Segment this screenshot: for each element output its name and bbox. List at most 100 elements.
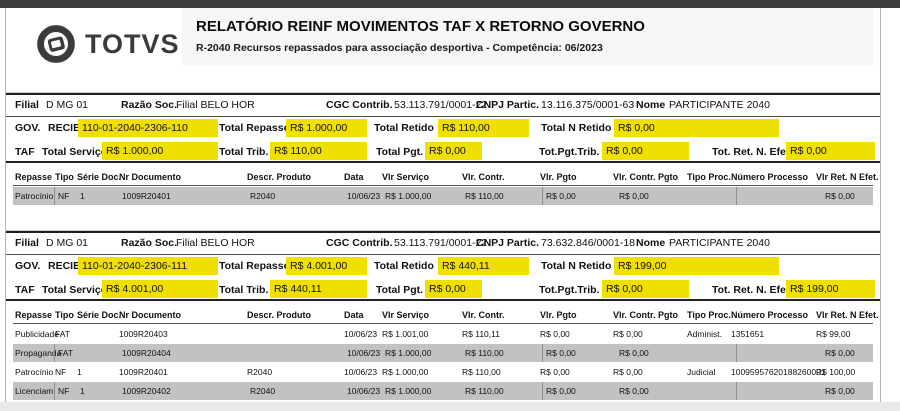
table-row: Licenciam. NF 1 1009R20402 R2040 10/06/23 R$ 1… [13,382,873,400]
filial-label: Filial [15,237,39,249]
razao-soc-label: Razão Soc. [121,237,178,249]
totvs-logo-text: TOTVS [85,28,180,59]
table-cell: R$ 0,00 [540,367,570,377]
filial-label: Filial [15,99,39,111]
nome-value: PARTICIPANTE 2040 [669,237,770,249]
taf-label: TAF [15,284,35,296]
tot-ret-n-efet-label: Tot. Ret. N. Efet. [712,284,793,296]
gov-row: GOV. RECIBO 110-01-2040-2306-111 Total R… [6,255,880,279]
table-cell: R2040 [247,367,273,377]
table-cell: R$ 0,00 [540,329,570,339]
column-header: Descr. Produto [247,171,312,182]
column-header: Vlr Ret. N Efet. [816,171,879,182]
table-row: Patrocínio NF 1 1009R20401 R2040 10/06/23 R$ 1… [13,363,873,381]
column-header: Número Processo [731,309,809,320]
razao-soc-value: Filial BELO HOR [176,99,255,111]
taf-label: TAF [15,146,35,158]
section-separator [6,92,880,93]
table-cell: R$ 0,00 [542,382,619,400]
window-top-bar [0,0,900,8]
total-pgt-value: R$ 0,00 [425,280,482,298]
totvs-logo-icon [37,25,75,63]
total-retido-value: R$ 110,00 [438,119,529,137]
table-cell: R$ 0,00 [542,187,619,205]
table-cell: R$ 0,00 [619,386,649,396]
column-header: Data [344,309,364,320]
table-cell: 10/06/23 [347,348,381,358]
total-n-retido-value: R$ 199,00 [614,257,779,275]
table-header-row: Repasse Tipo Série Doc. Nr Documento Des… [13,306,879,324]
table-cell: Administ. [687,329,722,339]
table-cell: 10/06/23 [347,386,381,396]
recibo-value: 110-01-2040-2306-111 [78,257,218,275]
cgc-contrib-value: 53.113.791/0001-22 [394,237,488,249]
total-n-retido-label: Total N Retido [541,260,612,272]
horizontal-scrollbar[interactable] [0,402,900,411]
filial-value: D MG 01 [46,99,89,111]
table-cell: NF [55,367,67,377]
table-cell: R$ 110,00 [465,191,504,201]
total-trib-label: Total Trib. [219,284,269,296]
table-cell: R$ 99,00 [816,329,851,339]
filial-value: D MG 01 [46,237,89,249]
table-cell: Patrocínio [15,367,54,377]
title-block: RELATÓRIO REINF MOVIMENTOS TAF X RETORNO… [182,8,873,65]
table-cell: 1 [80,191,85,201]
table-row: Publicidade FAT 1009R20403 10/06/23 R$ 1.001… [13,325,873,343]
table-cell: R$ 1.000,00 [385,191,432,201]
filial-row: Filial D MG 01 Razão Soc. Filial BELO HO… [6,233,880,255]
table-cell: R$ 0,00 [825,348,855,358]
table-cell: Licenciam. [15,386,56,396]
table-cell: Judicial [687,367,716,377]
total-repasse-value: R$ 4.001,00 [286,257,367,275]
table-cell: R2040 [250,386,276,396]
razao-soc-label: Razão Soc. [121,99,178,111]
column-header: Vlr. Contr. [462,309,505,320]
total-retido-label: Total Retido [374,260,434,272]
tot-ret-n-efet-value: R$ 199,00 [786,280,875,298]
page-title: RELATÓRIO REINF MOVIMENTOS TAF X RETORNO… [196,18,645,35]
table-cell: R$ 1.001,00 [382,329,429,339]
tot-pgt-trib-label: Tot.Pgt.Trib. [539,146,600,158]
table-cell: R$ 0,00 [613,367,643,377]
column-header: Repasse [15,309,53,320]
column-header: Vlr. Pgto [540,309,577,320]
table-body: Publicidade FAT 1009R20403 10/06/23 R$ 1.001… [6,325,880,400]
total-trib-value: R$ 110,00 [270,142,367,160]
column-header: Vlr Serviço [382,309,430,320]
column-header: Vlr. Contr. Pgto [613,309,679,320]
tot-pgt-trib-value: R$ 0,00 [602,280,689,298]
table-cell: 10/06/23 [344,367,378,377]
cgc-contrib-value: 53.113.791/0001-22 [394,99,488,111]
column-header: Repasse [15,171,53,182]
column-header: Número Processo [731,171,809,182]
table-cell: 1009R20402 [122,386,171,396]
table-cell: R$ 0,00 [825,386,855,396]
table-cell [736,344,825,362]
table-cell: 10/06/23 [344,329,378,339]
table-cell: 10/06/23 [347,191,381,201]
total-servico-label: Total Serviço [42,284,108,296]
report-section-1: Filial D MG 01 Razão Soc. Filial BELO HO… [6,93,880,205]
total-n-retido-label: Total N Retido [541,122,612,134]
total-pgt-value: R$ 0,00 [425,142,482,160]
table-cell: R$ 0,00 [619,191,649,201]
section-separator [6,230,880,231]
filial-row: Filial D MG 01 Razão Soc. Filial BELO HO… [6,95,880,117]
tot-ret-n-efet-value: R$ 0,00 [786,142,875,160]
table-cell: FAT [55,329,70,339]
column-header: Vlr Serviço [382,171,430,182]
gov-label: GOV. [15,260,41,272]
report-subtitle: R-2040 Recursos repassados para associaç… [196,42,603,54]
totvs-logo: TOTVS [6,8,182,64]
total-repasse-value: R$ 1.000,00 [286,119,367,137]
table-row: Propaganda FAT 1009R20404 10/06/23 R$ 1.000,… [13,344,873,362]
tot-ret-n-efet-label: Tot. Ret. N. Efet. [712,146,793,158]
total-trib-label: Total Trib. [219,146,269,158]
cnpj-partic-label: CNPJ Partic. [476,99,540,111]
table-cell: Publicidade [15,329,59,339]
table-cell: 1351651 [731,329,765,339]
table-cell: R$ 1.000,00 [385,386,432,396]
table-cell: 1009R20403 [119,329,168,339]
column-header: Data [344,171,364,182]
